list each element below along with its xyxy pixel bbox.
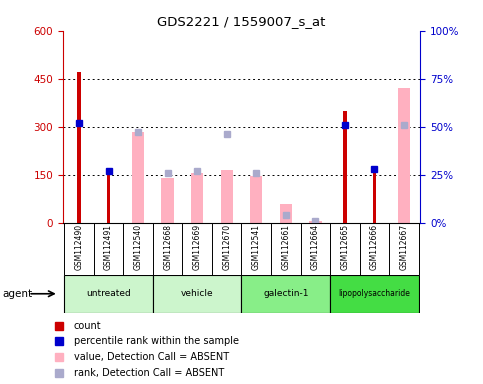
Text: GSM112491: GSM112491 xyxy=(104,224,113,270)
Text: untreated: untreated xyxy=(86,289,131,298)
Bar xyxy=(132,131,144,223)
Text: GSM112540: GSM112540 xyxy=(134,224,142,270)
Text: value, Detection Call = ABSENT: value, Detection Call = ABSENT xyxy=(74,352,229,362)
Text: GSM112541: GSM112541 xyxy=(252,224,261,270)
Bar xyxy=(64,275,153,313)
Bar xyxy=(372,172,376,223)
Bar xyxy=(398,88,410,223)
Text: GSM112669: GSM112669 xyxy=(193,224,202,270)
Bar xyxy=(191,173,203,223)
Bar xyxy=(153,275,242,313)
Text: percentile rank within the sample: percentile rank within the sample xyxy=(74,336,239,346)
Text: galectin-1: galectin-1 xyxy=(263,289,309,298)
Bar xyxy=(280,204,292,223)
Text: GSM112668: GSM112668 xyxy=(163,224,172,270)
Text: GSM112665: GSM112665 xyxy=(341,224,349,270)
Bar xyxy=(242,275,330,313)
Text: GSM112490: GSM112490 xyxy=(74,224,84,270)
Text: GSM112670: GSM112670 xyxy=(222,224,231,270)
Text: lipopolysaccharide: lipopolysaccharide xyxy=(339,289,411,298)
Bar xyxy=(250,176,262,223)
Bar xyxy=(330,275,419,313)
Text: GSM112664: GSM112664 xyxy=(311,224,320,270)
Bar xyxy=(107,172,111,223)
Text: vehicle: vehicle xyxy=(181,289,213,298)
Bar xyxy=(343,111,347,223)
Text: GSM112666: GSM112666 xyxy=(370,224,379,270)
Text: GSM112667: GSM112667 xyxy=(399,224,409,270)
Title: GDS2221 / 1559007_s_at: GDS2221 / 1559007_s_at xyxy=(157,15,326,28)
Text: count: count xyxy=(74,321,101,331)
Bar xyxy=(221,170,233,223)
Bar xyxy=(309,221,322,223)
Text: agent: agent xyxy=(2,289,32,299)
Bar xyxy=(77,72,81,223)
Bar xyxy=(161,178,174,223)
Text: GSM112661: GSM112661 xyxy=(281,224,290,270)
Text: rank, Detection Call = ABSENT: rank, Detection Call = ABSENT xyxy=(74,368,224,378)
